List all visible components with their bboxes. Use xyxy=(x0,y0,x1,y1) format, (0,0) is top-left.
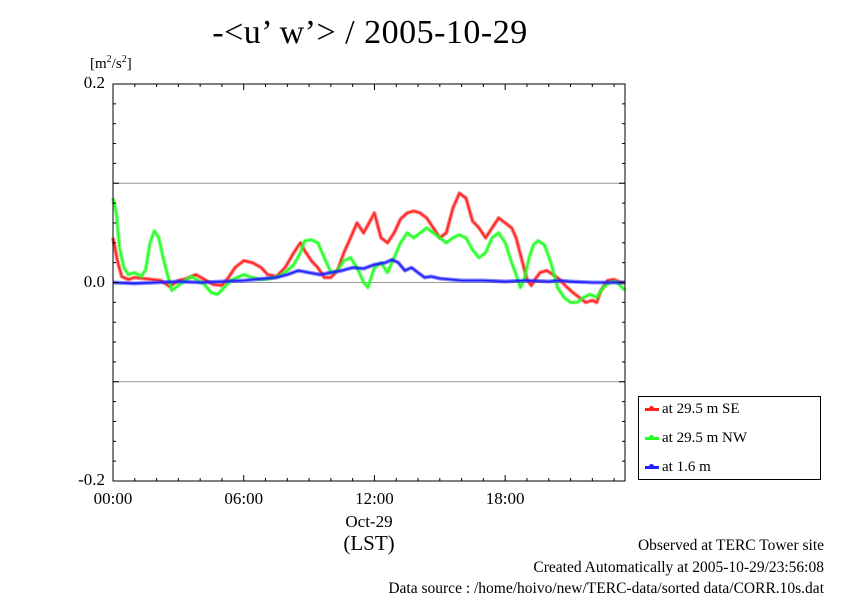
legend-label: at 29.5 m NW xyxy=(662,430,747,446)
footer-site: Observed at TERC Tower site xyxy=(637,537,824,554)
axis-ticks xyxy=(112,83,625,482)
unit-end: ] xyxy=(126,56,132,72)
footer-source: Data source : /home/hoivo/new/TERC-data/… xyxy=(388,580,824,597)
unit-exp-2: 2 xyxy=(121,54,127,65)
series-line-2 xyxy=(112,258,625,285)
legend-swatch xyxy=(645,464,659,470)
series-line-1 xyxy=(112,197,626,304)
footer-created: Created Automatically at 2005-10-29/23:5… xyxy=(533,559,824,576)
unit-mid: /s xyxy=(111,56,122,72)
y-tick-label: 0.2 xyxy=(83,73,105,92)
chart-title: -<u’ w’> / 2005-10-29 xyxy=(212,14,528,51)
unit-exp-1: 2 xyxy=(106,54,112,65)
x-tick-label: 12:00 xyxy=(355,489,394,508)
series-band-1 xyxy=(111,197,627,305)
y-tick-label: 0.0 xyxy=(83,271,105,291)
legend-item: at 1.6 m xyxy=(645,459,711,479)
unit-base: [m xyxy=(90,56,107,72)
x-tick-label: 18:00 xyxy=(485,489,525,508)
legend-label: at 29.5 m SE xyxy=(662,401,740,417)
x-date-label: Oct-29 xyxy=(345,512,393,531)
legend-item: at 29.5 m SE xyxy=(645,401,740,421)
x-tick-label: 06:00 xyxy=(224,489,264,508)
legend-swatch xyxy=(645,406,659,412)
y-unit-label: [m2/s2] xyxy=(90,54,132,73)
legend: at 29.5 m SE at 29.5 m NW at 1.6 m xyxy=(638,396,821,480)
legend-swatch xyxy=(645,435,659,441)
y-tick-label: -0.2 xyxy=(78,470,105,489)
series-layer xyxy=(111,191,627,305)
x-tick-label: 00:00 xyxy=(93,489,133,508)
x-axis-label: (LST) xyxy=(343,531,395,555)
legend-item: at 29.5 m NW xyxy=(645,430,747,450)
legend-label: at 1.6 m xyxy=(662,459,711,475)
